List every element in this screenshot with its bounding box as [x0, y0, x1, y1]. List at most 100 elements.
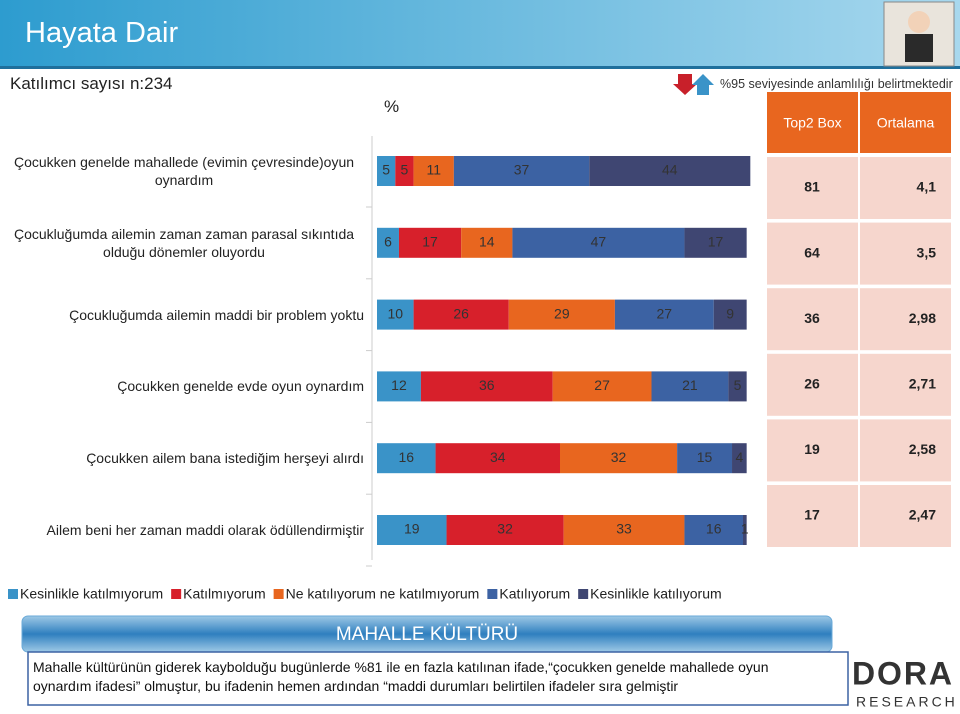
- data-label: 5: [401, 162, 409, 178]
- value-axis-label: %: [384, 97, 400, 116]
- bar-segment: [677, 443, 733, 474]
- summary-header: Ortalama: [877, 115, 935, 131]
- bar-segment: [377, 156, 396, 186]
- significance-note: %95 seviyesinde anlamlılığı belirtmekted…: [720, 77, 953, 91]
- bar-segment: [453, 156, 590, 186]
- summary-cell: [767, 353, 858, 416]
- bar-segment: [614, 299, 714, 330]
- callout-text: Mahalle kültürünün giderek kaybolduğu bu…: [33, 659, 769, 694]
- data-label: 27: [594, 377, 610, 393]
- legend-swatch: [487, 589, 498, 599]
- summary-cell: [860, 419, 951, 482]
- data-label: 21: [682, 377, 698, 393]
- header-rule: [0, 66, 960, 69]
- callout-title: MAHALLE KÜLTÜRÜ: [336, 624, 518, 645]
- bar-segment: [560, 443, 678, 474]
- bar-segment: [377, 227, 399, 258]
- data-label: 36: [479, 377, 495, 393]
- data-label: 15: [697, 449, 713, 465]
- bar-segment: [461, 227, 513, 258]
- data-label: 32: [611, 449, 627, 465]
- data-label: 10: [388, 305, 404, 321]
- bar-segment: [563, 515, 685, 545]
- data-label: 16: [398, 449, 414, 465]
- summary-header-cell: [860, 92, 951, 153]
- legend-swatch: [171, 589, 182, 599]
- category-label: Çocukluğumda ailemin maddi bir problem y…: [69, 306, 364, 323]
- data-label: 34: [490, 449, 506, 465]
- summary-value: 17: [804, 507, 820, 523]
- data-label: 44: [662, 162, 678, 178]
- header-band: [0, 0, 960, 68]
- data-label: 9: [726, 305, 734, 321]
- summary-value: 64: [804, 244, 820, 260]
- title: Hayata Dair: [25, 17, 179, 49]
- bar-segment: [732, 443, 747, 474]
- bar-segment: [413, 299, 509, 330]
- bar-segment: [728, 371, 747, 402]
- legend-label: Katılıyorum: [499, 586, 570, 602]
- bar-segment: [377, 443, 436, 474]
- legend-swatch: [273, 589, 284, 599]
- summary-cell: [767, 222, 858, 285]
- bar-segment: [589, 156, 751, 186]
- summary-value: 36: [804, 310, 820, 326]
- summary-value: 26: [804, 376, 820, 392]
- data-label: 16: [706, 521, 722, 537]
- summary-cell: [767, 419, 858, 482]
- bar-segment: [508, 299, 615, 330]
- summary-value: 81: [804, 179, 820, 195]
- category-label: Çocukluğumda ailemin zaman zaman parasal…: [13, 225, 355, 260]
- bar-segment: [512, 227, 685, 258]
- summary-cell: [767, 157, 858, 219]
- bar-segment: [398, 227, 462, 258]
- category-label: Çocukken genelde evde oyun oynardım: [117, 378, 364, 395]
- data-label: 1: [741, 521, 749, 537]
- data-label: 5: [382, 162, 390, 178]
- data-label: 19: [404, 521, 420, 537]
- legend-label: Ne katılıyorum ne katılmıyorum: [286, 586, 480, 602]
- logo-tagline: RESEARCH: [856, 694, 958, 710]
- data-label: 29: [554, 305, 570, 321]
- data-label: 17: [708, 234, 724, 250]
- legend-label: Katılmıyorum: [183, 586, 265, 602]
- category-label: Çocukken genelde mahallede (evimin çevre…: [13, 154, 355, 188]
- summary-value: 2,71: [909, 376, 936, 392]
- legend-swatch: [578, 589, 589, 599]
- summary-value: 19: [804, 441, 820, 457]
- legend-label: Kesinlikle katılıyorum: [590, 586, 722, 602]
- participants: Katılımcı sayısı n:234: [10, 74, 173, 93]
- data-label: 5: [734, 377, 742, 393]
- down-arrow: [673, 74, 697, 95]
- data-label: 37: [514, 162, 530, 178]
- summary-value: 4,1: [917, 179, 937, 195]
- bar-segment: [395, 156, 414, 186]
- summary-value: 2,47: [909, 507, 936, 523]
- data-label: 26: [453, 305, 469, 321]
- photo-suit: [905, 34, 933, 62]
- bar-segment: [377, 371, 421, 402]
- data-label: 33: [616, 521, 632, 537]
- data-label: 17: [422, 234, 438, 250]
- summary-header-cell: [767, 92, 858, 153]
- category-label: Çocukken ailem bana istediğim herşeyi al…: [86, 450, 364, 467]
- data-label: 27: [657, 305, 673, 321]
- category-label: Ailem beni her zaman maddi olarak ödülle…: [46, 522, 364, 538]
- bar-segment: [420, 371, 553, 402]
- data-label: 4: [735, 449, 743, 465]
- bar-segment: [743, 515, 747, 545]
- bar-segment: [684, 515, 743, 545]
- bar-segment: [377, 299, 414, 330]
- data-label: 47: [591, 234, 607, 250]
- bar-segment: [377, 515, 447, 545]
- bar-segment: [446, 515, 564, 545]
- data-label: 6: [384, 234, 392, 250]
- summary-cell: [767, 288, 858, 351]
- summary-header: Top2 Box: [783, 115, 841, 131]
- up-arrow: [692, 74, 714, 95]
- summary-value: 3,5: [917, 244, 937, 260]
- summary-cell: [860, 353, 951, 416]
- bar-segment: [651, 371, 729, 402]
